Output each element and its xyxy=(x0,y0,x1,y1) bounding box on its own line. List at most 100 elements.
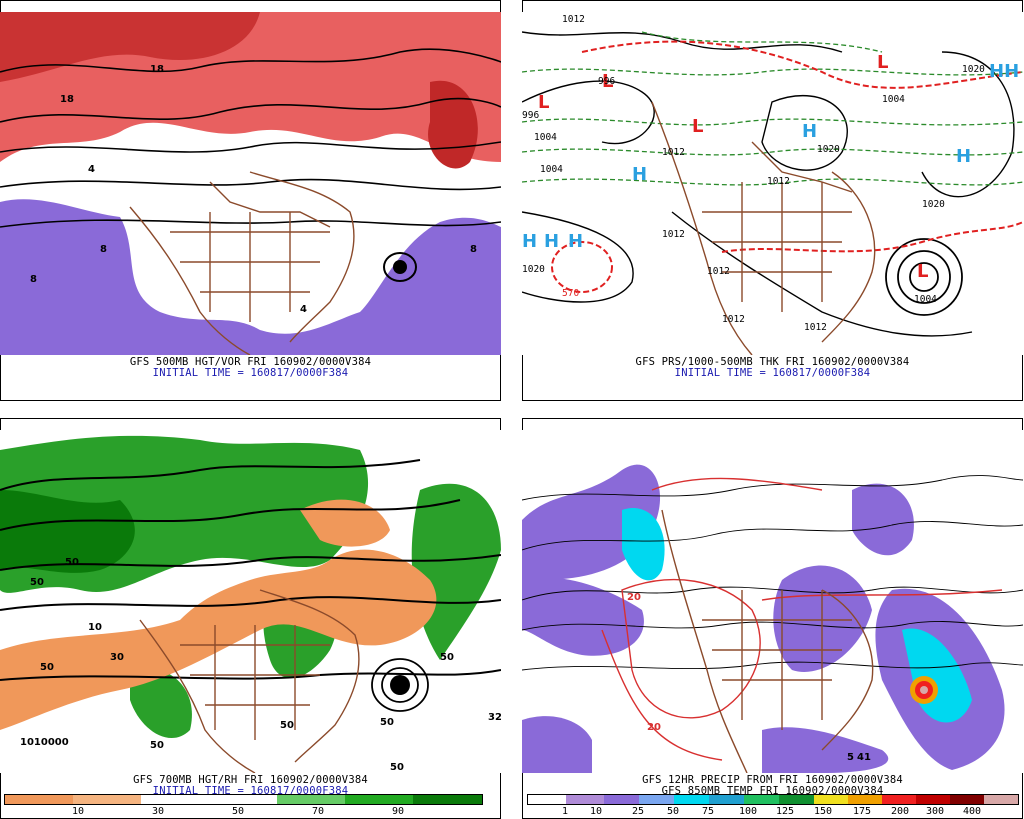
precip-area xyxy=(522,716,592,773)
map-label: 18 xyxy=(60,94,74,105)
thickness-570-line xyxy=(721,221,1023,253)
panel-pressure-thickness[interactable]: H H H H H H HH L L L L L 1012 996 996 10… xyxy=(522,0,1023,401)
legend-swatch xyxy=(277,795,345,804)
map-label: 50 xyxy=(280,720,294,731)
high-pressure-marker: HH xyxy=(989,61,1019,82)
isotherm xyxy=(522,521,1023,551)
legend-tick: 100 xyxy=(738,806,758,817)
storm-vortex-core xyxy=(393,260,407,274)
panel-700mb-humidity[interactable]: 50 50 10 50 50 50 30 1010000 50 50 32 50… xyxy=(0,418,501,819)
isotherm xyxy=(522,586,1023,601)
height-contour xyxy=(0,459,421,491)
thickness-contour xyxy=(641,31,883,53)
thickness-contour xyxy=(522,178,1023,186)
map-pressure-thickness[interactable]: H H H H H H HH L L L L L 1012 996 996 10… xyxy=(522,12,1023,355)
low-pressure-marker: L xyxy=(692,116,703,137)
legend-swatch xyxy=(709,795,744,804)
state-borders xyxy=(170,212,330,322)
legend-swatch xyxy=(209,795,277,804)
panel-initial-time: INITIAL TIME = 160817/0000F384 xyxy=(152,367,349,379)
isobar-label: 1012 xyxy=(804,322,827,333)
high-pressure-marker: H xyxy=(802,121,817,142)
high-pressure-marker: H xyxy=(632,164,647,185)
coastline xyxy=(209,181,331,228)
legend-swatch xyxy=(413,795,482,804)
map-label: 50 xyxy=(150,740,164,751)
legend-tick: 30 xyxy=(151,806,165,817)
map-precip-temperature[interactable]: 41 5 20 20 xyxy=(522,430,1023,773)
legend-swatch xyxy=(604,795,639,804)
state-borders xyxy=(702,590,852,730)
high-pressure-marker: H xyxy=(568,231,583,252)
legend-swatch xyxy=(984,795,1018,804)
height-contour xyxy=(0,141,501,153)
high-humidity-area xyxy=(411,483,501,660)
isobar-label: 1012 xyxy=(722,314,745,325)
map-canvas: 4 8 8 18 18 4 8 xyxy=(0,12,501,355)
storm-isobar xyxy=(885,238,963,316)
legend-swatch xyxy=(639,795,674,804)
map-700mb-humidity[interactable]: 50 50 10 50 50 50 30 1010000 50 50 32 50 xyxy=(0,430,501,773)
map-label: 50 xyxy=(40,662,54,673)
legend-tick: 200 xyxy=(890,806,910,817)
low-pressure-marker: L xyxy=(602,71,613,92)
storm-contour xyxy=(381,667,419,703)
legend-swatch xyxy=(528,795,566,804)
storm-isobar xyxy=(909,262,939,292)
isotherm xyxy=(522,475,1023,501)
legend-tick: 10 xyxy=(589,806,603,817)
isobar-label: 1012 xyxy=(662,147,685,158)
isobar-label: 1004 xyxy=(914,294,937,305)
map-label: 50 xyxy=(30,577,44,588)
map-canvas: H H H H H H HH L L L L L 1012 996 996 10… xyxy=(522,12,1023,355)
thickness-contour xyxy=(522,148,1023,156)
map-label: 50 xyxy=(440,652,454,663)
legend-swatch xyxy=(566,795,604,804)
neutral-area xyxy=(140,177,370,312)
warm-isotherm xyxy=(601,629,723,761)
storm-contour xyxy=(371,658,429,712)
map-label: 5 xyxy=(847,752,854,763)
isobar xyxy=(522,80,655,145)
coastline xyxy=(249,171,355,343)
legend-tick: 175 xyxy=(852,806,872,817)
map-label: 8 xyxy=(470,244,477,255)
legend-swatch xyxy=(674,795,709,804)
legend-tick: 70 xyxy=(311,806,325,817)
coastline xyxy=(651,101,753,355)
legend-tick: 150 xyxy=(813,806,833,817)
map-label: 4 xyxy=(300,304,307,315)
height-contour xyxy=(0,178,501,191)
panel-precip-temperature[interactable]: 41 5 20 20 GFS 12HR PRECIP FROM FRI 1609… xyxy=(522,418,1023,819)
low-pressure-marker: L xyxy=(538,92,549,113)
storm-isobar xyxy=(897,250,951,304)
precip-color-legend xyxy=(527,794,1019,805)
map-500mb-vorticity[interactable]: 4 8 8 18 18 4 8 xyxy=(0,12,501,355)
coastline xyxy=(259,589,360,763)
state-borders xyxy=(702,182,852,312)
isobar xyxy=(921,51,1015,198)
map-label: 4 xyxy=(88,164,95,175)
legend-tick: 400 xyxy=(962,806,982,817)
low-pressure-marker: L xyxy=(917,261,928,282)
rh-color-legend xyxy=(4,794,483,805)
legend-tick: 75 xyxy=(701,806,715,817)
warm-isotherm xyxy=(621,578,761,719)
height-contour xyxy=(0,219,501,228)
map-label: 30 xyxy=(110,652,124,663)
isobar-label: 1020 xyxy=(817,144,840,155)
storm-core xyxy=(390,675,410,695)
panel-500mb-vorticity[interactable]: 4 8 8 18 18 4 8 GFS 500MB HGT/VOR FRI 16… xyxy=(0,0,501,401)
dry-area xyxy=(0,549,437,730)
coastline xyxy=(821,589,874,751)
isobar xyxy=(522,211,634,303)
legend-tick: 10 xyxy=(71,806,85,817)
isobar-label: 1004 xyxy=(882,94,905,105)
rh-legend-ticks: 10 30 50 70 90 xyxy=(4,806,481,818)
thickness-contour xyxy=(522,118,1023,126)
high-humidity-area xyxy=(130,668,192,739)
height-contour xyxy=(0,596,501,611)
warm-isotherm xyxy=(761,589,1003,601)
low-pressure-marker: L xyxy=(877,52,888,73)
precip-legend-ticks: 1 10 25 50 75 100 125 150 175 200 300 40… xyxy=(527,806,1017,818)
